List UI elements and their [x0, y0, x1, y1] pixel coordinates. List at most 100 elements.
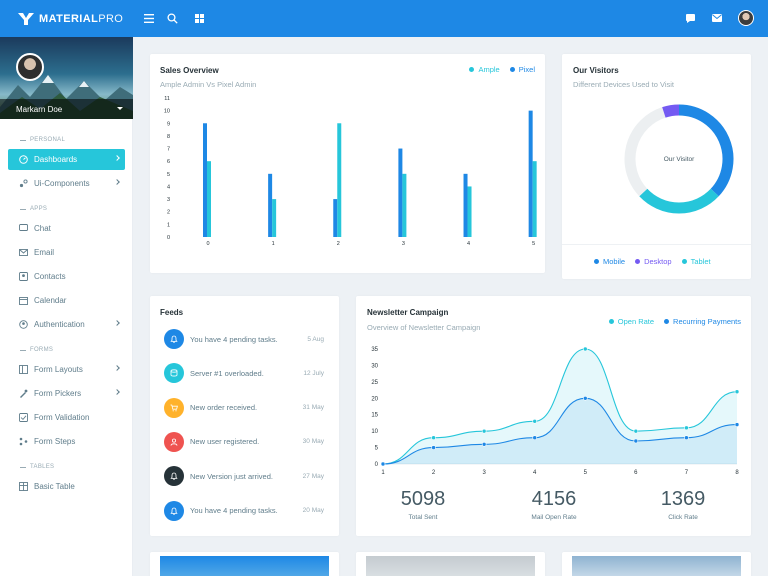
x-tick-label: 7 — [685, 470, 689, 476]
stat-click-rate: 1369 — [660, 488, 706, 510]
newsletter-area-chart: 0 5 10 15 20 25 30 35 1 2 3 4 5 6 7 8 — [371, 346, 740, 476]
y-tick-label: 5 — [375, 446, 379, 452]
y-tick-label: 4 — [167, 184, 170, 190]
stat-open-rate-label: Mail Open Rate — [531, 514, 577, 521]
y-tick-label: 2 — [167, 210, 170, 216]
sales-legend: Ample Pixel — [459, 65, 535, 74]
chevron-right-icon — [114, 365, 120, 371]
sidebar-item-contacts[interactable]: Contacts — [8, 266, 125, 287]
card-title: Our Visitors — [573, 66, 619, 75]
cart-icon — [164, 397, 184, 418]
feed-text: You have 4 pending tasks. — [190, 334, 278, 344]
feed-date: 31 May — [302, 404, 324, 412]
sidebar-item-ui-components[interactable]: Ui-Components — [8, 173, 125, 194]
legend-dot — [509, 67, 515, 72]
feed-item[interactable]: New Version just arrived. 27 May — [164, 465, 324, 487]
user-circle-icon — [19, 320, 28, 329]
sidebar-item-basic-table[interactable]: Basic Table — [8, 476, 125, 497]
bell-icon — [164, 466, 184, 487]
feed-item[interactable]: You have 4 pending tasks. 5 Aug — [164, 328, 324, 350]
y-tick-label: 6 — [167, 159, 170, 165]
card-image — [160, 556, 329, 576]
menu-icon[interactable] — [141, 10, 157, 26]
feed-item[interactable]: You have 4 pending tasks. 20 May — [164, 500, 324, 522]
search-icon[interactable] — [164, 10, 180, 26]
user-avatar[interactable] — [738, 10, 754, 26]
caret-down-icon[interactable] — [117, 107, 123, 110]
sidebar-item-calendar[interactable]: Calendar — [8, 290, 125, 311]
y-tick-label: 3 — [167, 197, 170, 203]
contacts-icon — [19, 272, 28, 281]
feed-item[interactable]: New order received. 31 May — [164, 397, 324, 419]
legend-dot — [608, 319, 614, 324]
data-point — [481, 428, 487, 434]
nav-section-heading: TABLES — [0, 461, 133, 473]
sidebar-item-email[interactable]: Email — [8, 242, 125, 263]
sidebar-item-label: Form Steps — [34, 437, 76, 446]
bar-pixel — [532, 161, 537, 237]
legend-dot — [469, 67, 475, 72]
sidebar-item-authentication[interactable]: Authentication — [8, 314, 125, 335]
x-tick-label: 3 — [402, 241, 405, 247]
card-title: Sales Overview — [160, 66, 219, 75]
series-line-1 — [382, 397, 738, 465]
chevron-right-icon — [114, 320, 120, 326]
y-tick-label: 0 — [375, 462, 379, 468]
sidebar-item-label: Email — [34, 248, 55, 257]
x-tick-label: 5 — [584, 470, 588, 476]
user-icon — [164, 431, 184, 452]
layout-icon — [19, 365, 28, 374]
mail-icon[interactable] — [709, 10, 725, 26]
topbar: MATERIALPRO — [0, 0, 768, 37]
y-tick-label: 15 — [371, 413, 378, 419]
flag-icon[interactable] — [683, 10, 699, 26]
legend-mobile: Mobile — [594, 257, 625, 266]
data-point — [633, 438, 639, 444]
feed-item[interactable]: Server #1 overloaded. 12 July — [164, 362, 324, 384]
feed-date: 12 July — [303, 369, 324, 377]
bell-icon — [164, 329, 184, 349]
stat-click-rate-label: Click Rate — [668, 514, 698, 521]
y-tick-label: 5 — [167, 172, 170, 178]
bar-pixel — [402, 173, 407, 237]
bar-ample — [203, 123, 207, 237]
card-title: Newsletter Campaign — [367, 308, 449, 317]
sidebar-item-label: Contacts — [34, 272, 66, 281]
feed-item[interactable]: New user registered. 30 May — [164, 431, 324, 453]
x-tick-label: 0 — [206, 241, 209, 247]
profile-avatar[interactable] — [16, 53, 44, 81]
sidebar-item-form-layouts[interactable]: Form Layouts — [8, 359, 125, 380]
brand[interactable]: MATERIALPRO — [0, 0, 133, 37]
legend-recurring: Recurring Payments — [664, 317, 741, 326]
series-line-0 — [382, 348, 738, 465]
bar-pixel — [272, 199, 277, 237]
components-icon — [19, 179, 28, 188]
grid-icon[interactable] — [191, 10, 207, 26]
area-fill-0 — [383, 349, 737, 464]
bell-icon — [164, 500, 184, 521]
sidebar-item-dashboards[interactable]: Dashboards — [8, 149, 125, 170]
y-tick-label: 25 — [371, 380, 378, 386]
legend-pixel: Pixel — [509, 65, 535, 74]
steps-icon — [19, 437, 28, 446]
bar-pixel — [467, 186, 472, 237]
data-point — [684, 425, 689, 431]
data-point — [431, 445, 436, 450]
x-tick-label: 5 — [532, 241, 535, 247]
feed-text: Server #1 overloaded. — [190, 368, 264, 378]
sidebar-item-chat[interactable]: Chat — [8, 218, 125, 239]
sidebar-item-form-steps[interactable]: Form Steps — [8, 431, 125, 452]
profile-name-bar[interactable]: Markarn Doe — [0, 99, 133, 119]
data-point — [734, 389, 740, 395]
data-point — [684, 435, 689, 441]
data-point — [582, 395, 588, 401]
feed-date: 20 May — [302, 507, 324, 514]
feed-text: New order received. — [190, 403, 258, 413]
sidebar-item-form-pickers[interactable]: Form Pickers — [8, 383, 125, 404]
profile-banner: Markarn Doe — [0, 37, 133, 119]
nav-section-heading: APPS — [0, 203, 133, 215]
legend-desktop: Desktop — [635, 257, 672, 266]
sidebar-item-form-validation[interactable]: Form Validation — [8, 407, 125, 428]
feeds-card: Feeds You have 4 pending tasks. 5 Aug Serv… — [150, 296, 339, 536]
sidebar-item-label: Chat — [34, 224, 51, 233]
